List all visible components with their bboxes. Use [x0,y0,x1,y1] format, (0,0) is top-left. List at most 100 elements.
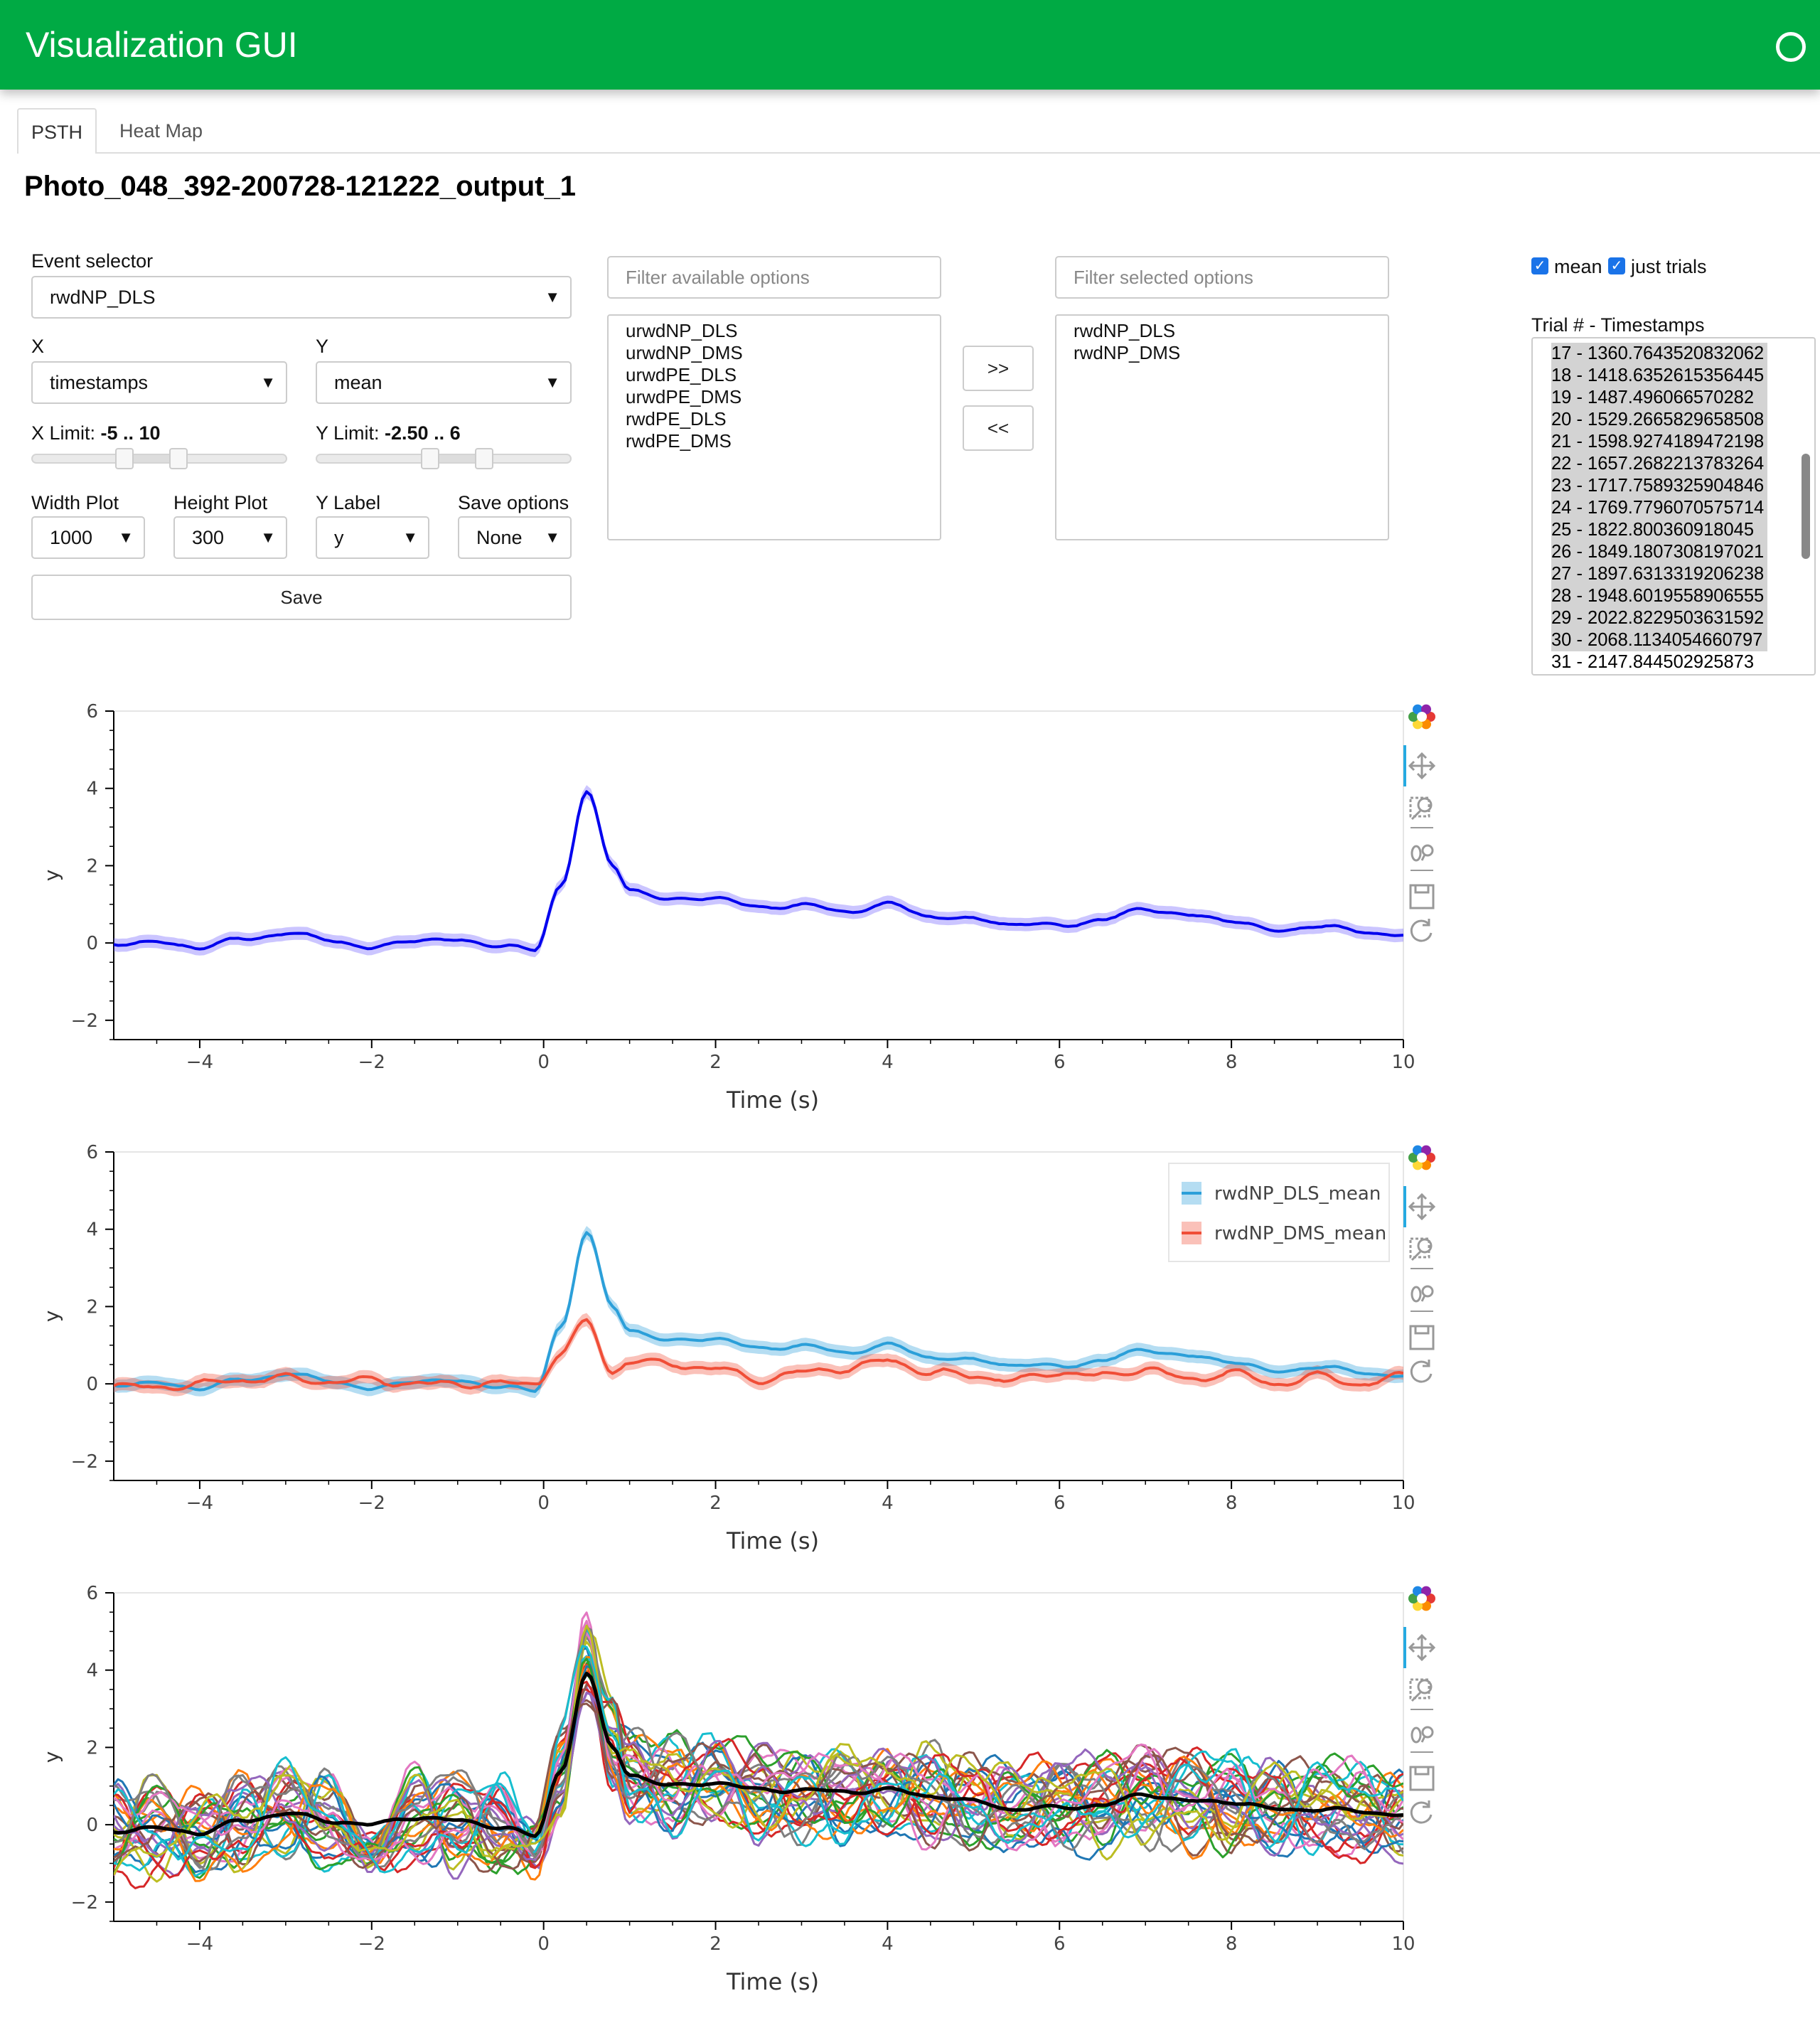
busy-indicator-icon [1776,32,1806,62]
width-plot-select[interactable]: 1000 ▼ [31,516,145,559]
x-tick-label: −2 [358,1933,385,1955]
x-limit-min-handle[interactable] [115,448,134,469]
y-limit-label: Y Limit: -2.50 .. 6 [316,422,461,444]
x-tick-label: 2 [710,1052,722,1073]
trial-option[interactable]: 19 - 1487.496066570282 [1551,387,1767,409]
trial-option[interactable]: 21 - 1598.9274189472198 [1551,431,1767,453]
trial-option[interactable]: 20 - 1529.2665829658508 [1551,409,1767,431]
event-selector-select[interactable]: rwdNP_DLS ▼ [31,276,572,319]
reset-icon [1410,919,1433,942]
pan-icon [1408,1633,1436,1662]
x-limit-slider[interactable] [31,448,287,469]
series-line-mean [114,1671,1403,1838]
x-tick-label: −4 [186,1933,213,1955]
y-label: Y [316,336,329,357]
chevron-down-icon: ▼ [118,528,134,546]
mean-checkbox[interactable]: ✓ [1531,257,1548,274]
y-limit-value: -2.50 .. 6 [385,422,461,444]
y-limit-slider[interactable] [316,448,572,469]
chevron-down-icon: ▼ [545,288,560,306]
x-tick-label: 8 [1226,1493,1238,1514]
plot-canvas[interactable]: −4 −2 0 2 4 6 8 10 −2 0 2 4 6 Time (s) y rwdNP_DLS_mean… [0,1138,1465,1564]
psth-plot-3: −4 −2 0 2 4 6 8 10 −2 0 2 4 6 Time (s) y [0,1579,1465,2019]
just-trials-checkbox[interactable]: ✓ [1608,257,1625,274]
trial-line [114,1628,1403,1873]
save-options-select[interactable]: None ▼ [458,516,572,559]
list-item[interactable]: rwdPE_DLS [626,408,727,429]
y-label-select[interactable]: y ▼ [316,516,429,559]
height-plot-value: 300 [192,527,225,548]
trial-line [114,1635,1403,1861]
y-tick-label: 2 [86,855,98,877]
tab-heat-map[interactable]: Heat Map [119,120,203,142]
trial-option[interactable]: 28 - 1948.6019558906555 [1551,585,1767,607]
page-title: Photo_048_392-200728-121222_output_1 [24,171,576,202]
trial-line [114,1655,1403,1882]
trial-option[interactable]: 25 - 1822.800360918045 [1551,519,1767,541]
plot-area [114,1611,1403,1889]
plot-canvas[interactable]: −4 −2 0 2 4 6 8 10 −2 0 2 4 6 Time (s) y [0,697,1465,1124]
x-tick-label: 6 [1054,1933,1066,1955]
trial-line [114,1691,1403,1880]
selected-options-list[interactable]: rwdNP_DLS rwdNP_DMS [1055,314,1389,540]
height-plot-label: Height Plot [173,492,268,513]
x-tick-label: 6 [1054,1493,1066,1514]
save-button[interactable]: Save [31,575,572,620]
list-item[interactable]: urwdPE_DLS [626,364,737,385]
trial-option[interactable]: 18 - 1418.6352615356445 [1551,365,1767,387]
height-plot-select[interactable]: 300 ▼ [173,516,287,559]
y-limit-min-handle[interactable] [421,448,439,469]
y-limit-max-handle[interactable] [475,448,493,469]
list-item[interactable]: urwdNP_DLS [626,320,738,341]
x-select[interactable]: timestamps ▼ [31,361,287,404]
width-plot-value: 1000 [50,527,93,548]
list-item[interactable]: urwdPE_DMS [626,386,742,407]
wheel-zoom-icon [1410,1285,1434,1312]
y-axis-label: y [40,870,63,882]
trial-option[interactable]: 22 - 1657.2682213783264 [1551,453,1767,475]
width-plot-label: Width Plot [31,492,119,513]
legend: rwdNP_DLS_mean rwdNP_DMS_mean [1168,1163,1390,1262]
x-tick-label: 0 [537,1933,550,1955]
plot-toolbar [1403,704,1436,942]
psth-plot-2: −4 −2 0 2 4 6 8 10 −2 0 2 4 6 Time (s) y rwdNP_DLS_mean… [0,1138,1465,1564]
list-item[interactable]: rwdNP_DMS [1074,342,1181,363]
trial-option[interactable]: 29 - 2022.8229503631592 [1551,607,1767,629]
trial-option[interactable]: 17 - 1360.7643520832062 [1551,343,1767,365]
trial-option[interactable]: 27 - 1897.6313319206238 [1551,563,1767,585]
trials-multiselect[interactable]: 17 - 1360.7643520832062 18 - 1418.6352615… [1531,337,1816,676]
x-tick-label: 8 [1226,1933,1238,1955]
trial-option[interactable]: 26 - 1849.1807308197021 [1551,541,1767,563]
bokeh-logo-icon [1408,704,1435,730]
app-title: Visualization GUI [26,25,298,65]
tab-psth[interactable]: PSTH [17,108,97,154]
list-item[interactable]: rwdNP_DLS [1074,320,1176,341]
filter-available-input[interactable]: Filter available options [607,256,941,299]
y-tick-label: 6 [86,1142,98,1163]
reset-icon [1410,1360,1433,1383]
plot-toolbar [1403,1145,1436,1383]
filter-selected-input[interactable]: Filter selected options [1055,256,1389,299]
remove-selected-button[interactable]: << [963,405,1034,451]
trial-option[interactable]: 31 - 2147.844502925873 [1551,652,1755,672]
chevron-down-icon: ▼ [260,528,276,546]
event-selector-label: Event selector [31,250,154,272]
y-select[interactable]: mean ▼ [316,361,572,404]
trial-option[interactable]: 23 - 1717.7589325904846 [1551,475,1767,497]
available-options-list[interactable]: urwdNP_DLS urwdNP_DMS urwdPE_DLS urwdPE_DMS… [607,314,941,540]
plot-canvas[interactable]: −4 −2 0 2 4 6 8 10 −2 0 2 4 6 Time (s) y [0,1579,1465,2019]
list-item[interactable]: urwdNP_DMS [626,342,743,363]
x-limit-label: X Limit: -5 .. 10 [31,422,161,444]
trials-scrollbar[interactable] [1802,454,1810,559]
list-item[interactable]: rwdPE_DMS [626,430,732,452]
trial-line [114,1655,1403,1877]
x-tick-label: 10 [1391,1052,1415,1073]
x-tick-label: 4 [882,1493,894,1514]
x-tick-label: 0 [537,1052,550,1073]
bokeh-logo-icon [1408,1586,1435,1611]
x-limit-max-handle[interactable] [169,448,188,469]
add-selected-button[interactable]: >> [963,346,1034,391]
trial-option[interactable]: 24 - 1769.7796070575714 [1551,497,1767,519]
trial-option[interactable]: 30 - 2068.1134054660797 [1551,629,1767,651]
event-selector-value: rwdNP_DLS [50,287,156,308]
